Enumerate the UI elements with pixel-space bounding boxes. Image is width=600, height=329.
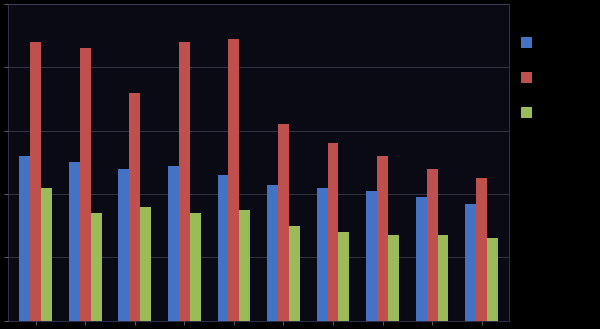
Bar xyxy=(118,169,129,321)
Bar xyxy=(338,232,349,321)
Bar xyxy=(487,239,498,321)
Bar xyxy=(69,163,80,321)
Bar xyxy=(91,213,101,321)
Bar xyxy=(218,175,229,321)
Bar xyxy=(366,191,377,321)
Bar xyxy=(129,93,140,321)
Bar xyxy=(289,226,300,321)
Bar xyxy=(328,143,338,321)
Bar xyxy=(140,207,151,321)
Bar xyxy=(239,210,250,321)
Bar xyxy=(317,188,328,321)
Bar xyxy=(377,156,388,321)
Bar xyxy=(41,188,52,321)
Bar xyxy=(416,197,427,321)
Bar xyxy=(179,42,190,321)
Bar xyxy=(30,42,41,321)
Bar xyxy=(190,213,200,321)
Bar xyxy=(80,48,91,321)
Bar xyxy=(168,165,179,321)
Bar xyxy=(466,204,476,321)
Bar xyxy=(427,169,437,321)
Bar xyxy=(278,124,289,321)
Bar xyxy=(476,178,487,321)
Legend: , , : , , xyxy=(521,37,536,120)
Bar xyxy=(437,235,448,321)
Bar xyxy=(388,235,399,321)
Bar xyxy=(229,39,239,321)
Bar xyxy=(267,185,278,321)
Bar xyxy=(19,156,30,321)
